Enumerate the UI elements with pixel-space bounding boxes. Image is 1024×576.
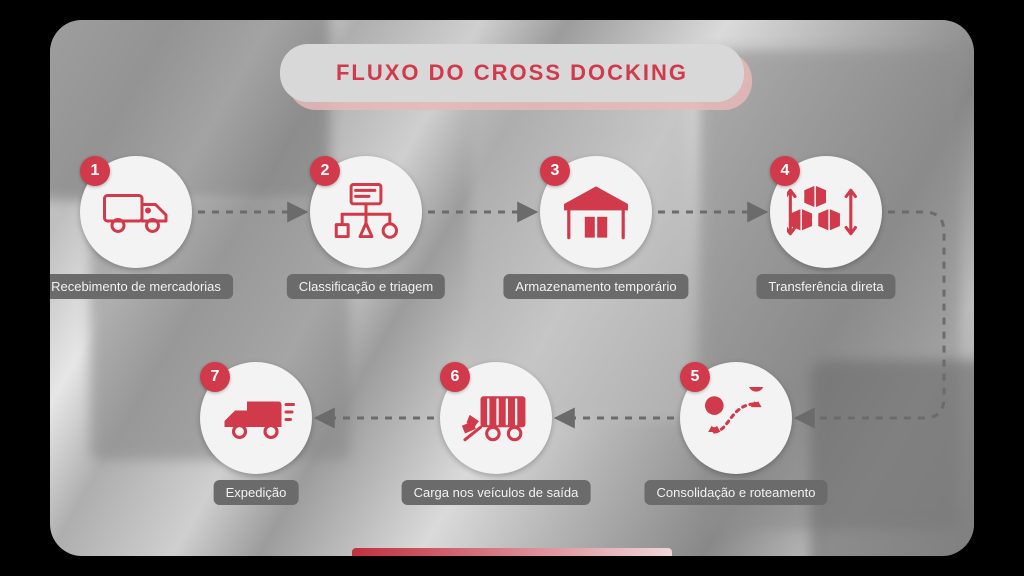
step-label: Transferência direta bbox=[756, 274, 895, 299]
step-2: 2 Classificação e triagem bbox=[310, 156, 422, 268]
step-label: Consolidação e roteamento bbox=[645, 480, 828, 505]
step-1: 1 Recebimento de mercadorias bbox=[80, 156, 192, 268]
step-badge: 3 bbox=[540, 156, 570, 186]
step-label: Recebimento de mercadorias bbox=[50, 274, 233, 299]
truck-left-icon bbox=[215, 388, 297, 448]
boxes-icon bbox=[787, 181, 865, 243]
step-number: 4 bbox=[781, 162, 790, 180]
step-number: 2 bbox=[321, 162, 330, 180]
step-3: 3 Armazenamento temporário bbox=[540, 156, 652, 268]
step-label: Expedição bbox=[214, 480, 299, 505]
title: FLUXO DO CROSS DOCKING bbox=[280, 44, 744, 102]
step-number: 6 bbox=[451, 368, 460, 386]
step-number: 5 bbox=[691, 368, 700, 386]
step-badge: 5 bbox=[680, 362, 710, 392]
step-badge: 6 bbox=[440, 362, 470, 392]
step-6: 6 Carga nos veículos de saída bbox=[440, 362, 552, 474]
step-badge: 7 bbox=[200, 362, 230, 392]
step-label: Classificação e triagem bbox=[287, 274, 445, 299]
step-badge: 1 bbox=[80, 156, 110, 186]
step-7: 7 Expedição bbox=[200, 362, 312, 474]
sort-icon bbox=[328, 180, 404, 244]
step-number: 7 bbox=[211, 368, 220, 386]
step-5: 5 Consolidação e roteamento bbox=[680, 362, 792, 474]
loading-icon bbox=[456, 387, 536, 449]
step-badge: 4 bbox=[770, 156, 800, 186]
route-icon bbox=[697, 387, 775, 449]
step-4: 4 Transferência direta bbox=[770, 156, 882, 268]
step-label: Armazenamento temporário bbox=[503, 274, 688, 299]
bottom-accent-bar bbox=[352, 548, 672, 556]
step-number: 3 bbox=[551, 162, 560, 180]
warehouse-icon bbox=[556, 180, 636, 244]
infographic-card: FLUXO DO CROSS DOCKING 1 Recebimento de … bbox=[50, 20, 974, 556]
step-badge: 2 bbox=[310, 156, 340, 186]
step-label: Carga nos veículos de saída bbox=[402, 480, 591, 505]
step-number: 1 bbox=[91, 162, 100, 180]
title-container: FLUXO DO CROSS DOCKING bbox=[280, 44, 744, 102]
truck-right-icon bbox=[98, 182, 174, 242]
